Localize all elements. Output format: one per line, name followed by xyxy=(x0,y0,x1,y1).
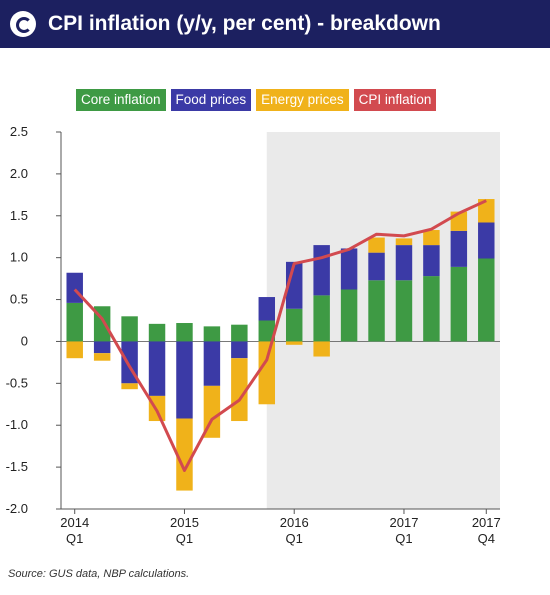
bar-core-inflation xyxy=(148,323,166,342)
bar-food-prices xyxy=(368,252,385,281)
x-tick-label: Q1 xyxy=(176,531,193,546)
x-tick-label: 2017 xyxy=(390,515,419,530)
bar-energy-prices xyxy=(93,353,111,361)
bar-core-inflation xyxy=(478,258,495,342)
legend: Core inflation Food prices Energy prices… xyxy=(76,89,437,111)
bar-energy-prices xyxy=(368,237,385,253)
legend-core-inflation: Core inflation xyxy=(76,89,166,111)
bar-food-prices xyxy=(450,230,468,267)
x-tick-label: 2014 xyxy=(60,515,89,530)
title-bar: CPI inflation (y/y, per cent) - breakdow… xyxy=(0,0,550,48)
y-tick-label: -2.0 xyxy=(6,501,28,516)
bar-core-inflation xyxy=(450,266,468,342)
bar-food-prices xyxy=(423,245,440,277)
x-tick-label: 2017 xyxy=(472,515,501,530)
x-tick-label: 2015 xyxy=(170,515,199,530)
bar-core-inflation xyxy=(176,323,193,342)
bar-core-inflation xyxy=(423,276,440,342)
y-tick-label: -1.5 xyxy=(6,459,28,474)
bar-food-prices xyxy=(258,297,276,321)
x-tick-label: Q4 xyxy=(478,531,495,546)
bar-food-prices xyxy=(66,272,83,303)
bar-core-inflation xyxy=(285,308,303,342)
bar-food-prices xyxy=(176,341,193,419)
bar-core-inflation xyxy=(368,280,385,342)
y-tick-label: 0 xyxy=(21,333,28,348)
bar-food-prices xyxy=(340,248,358,290)
bar-food-prices xyxy=(148,341,166,396)
x-tick-label: 2016 xyxy=(280,515,309,530)
x-tick-label: Q1 xyxy=(395,531,412,546)
bar-core-inflation xyxy=(340,289,358,342)
source-note: Source: GUS data, NBP calculations. xyxy=(8,568,190,580)
legend-energy-prices: Energy prices xyxy=(256,89,349,111)
y-tick-label: -1.0 xyxy=(6,417,28,432)
legend-cpi-inflation: CPI inflation xyxy=(353,89,437,111)
bar-food-prices xyxy=(203,341,221,386)
y-tick-label: 2.0 xyxy=(10,166,28,181)
bar-energy-prices xyxy=(176,418,193,491)
bar-food-prices xyxy=(313,245,330,296)
logo-icon xyxy=(10,11,36,37)
bar-food-prices xyxy=(478,222,495,259)
y-tick-label: -0.5 xyxy=(6,375,28,390)
bar-energy-prices xyxy=(285,341,303,345)
bar-core-inflation xyxy=(121,316,138,342)
cpi-inflation-line xyxy=(73,199,487,472)
bar-core-inflation xyxy=(203,326,221,342)
bar-food-prices xyxy=(93,341,111,354)
y-tick-label: 1.5 xyxy=(10,208,28,223)
bar-energy-prices xyxy=(121,383,138,390)
bar-core-inflation xyxy=(395,280,413,342)
bar-food-prices xyxy=(231,341,248,359)
bar-core-inflation xyxy=(66,302,83,342)
y-tick-label: 2.5 xyxy=(10,124,28,139)
bar-core-inflation xyxy=(231,324,248,342)
y-tick-label: 0.5 xyxy=(10,292,28,307)
x-tick-label: Q1 xyxy=(66,531,83,546)
bar-energy-prices xyxy=(423,230,440,246)
x-tick-label: Q1 xyxy=(286,531,303,546)
y-tick-label: 1.0 xyxy=(10,250,28,265)
bar-energy-prices xyxy=(313,341,330,357)
bar-energy-prices xyxy=(258,341,276,405)
chart-title: CPI inflation (y/y, per cent) - breakdow… xyxy=(48,12,441,35)
bar-core-inflation xyxy=(313,295,330,342)
legend-food-prices: Food prices xyxy=(170,89,252,111)
bar-energy-prices xyxy=(478,199,495,223)
bar-core-inflation xyxy=(258,320,276,342)
bar-energy-prices xyxy=(395,238,413,246)
bar-energy-prices xyxy=(231,358,248,422)
bar-food-prices xyxy=(395,245,413,281)
bar-energy-prices xyxy=(66,341,83,359)
